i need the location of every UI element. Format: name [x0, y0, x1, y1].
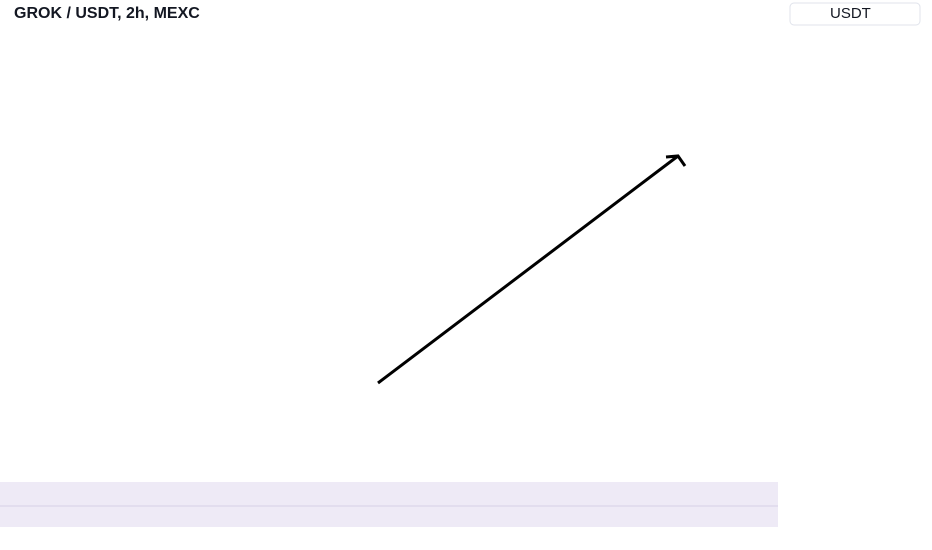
chart-title: GROK / USDT, 2h, MEXC [14, 5, 200, 22]
currency-button[interactable] [789, 2, 921, 26]
currency-label: USDT [830, 5, 871, 22]
indicator-background [0, 482, 778, 527]
drawn-arrow [377, 154, 687, 385]
